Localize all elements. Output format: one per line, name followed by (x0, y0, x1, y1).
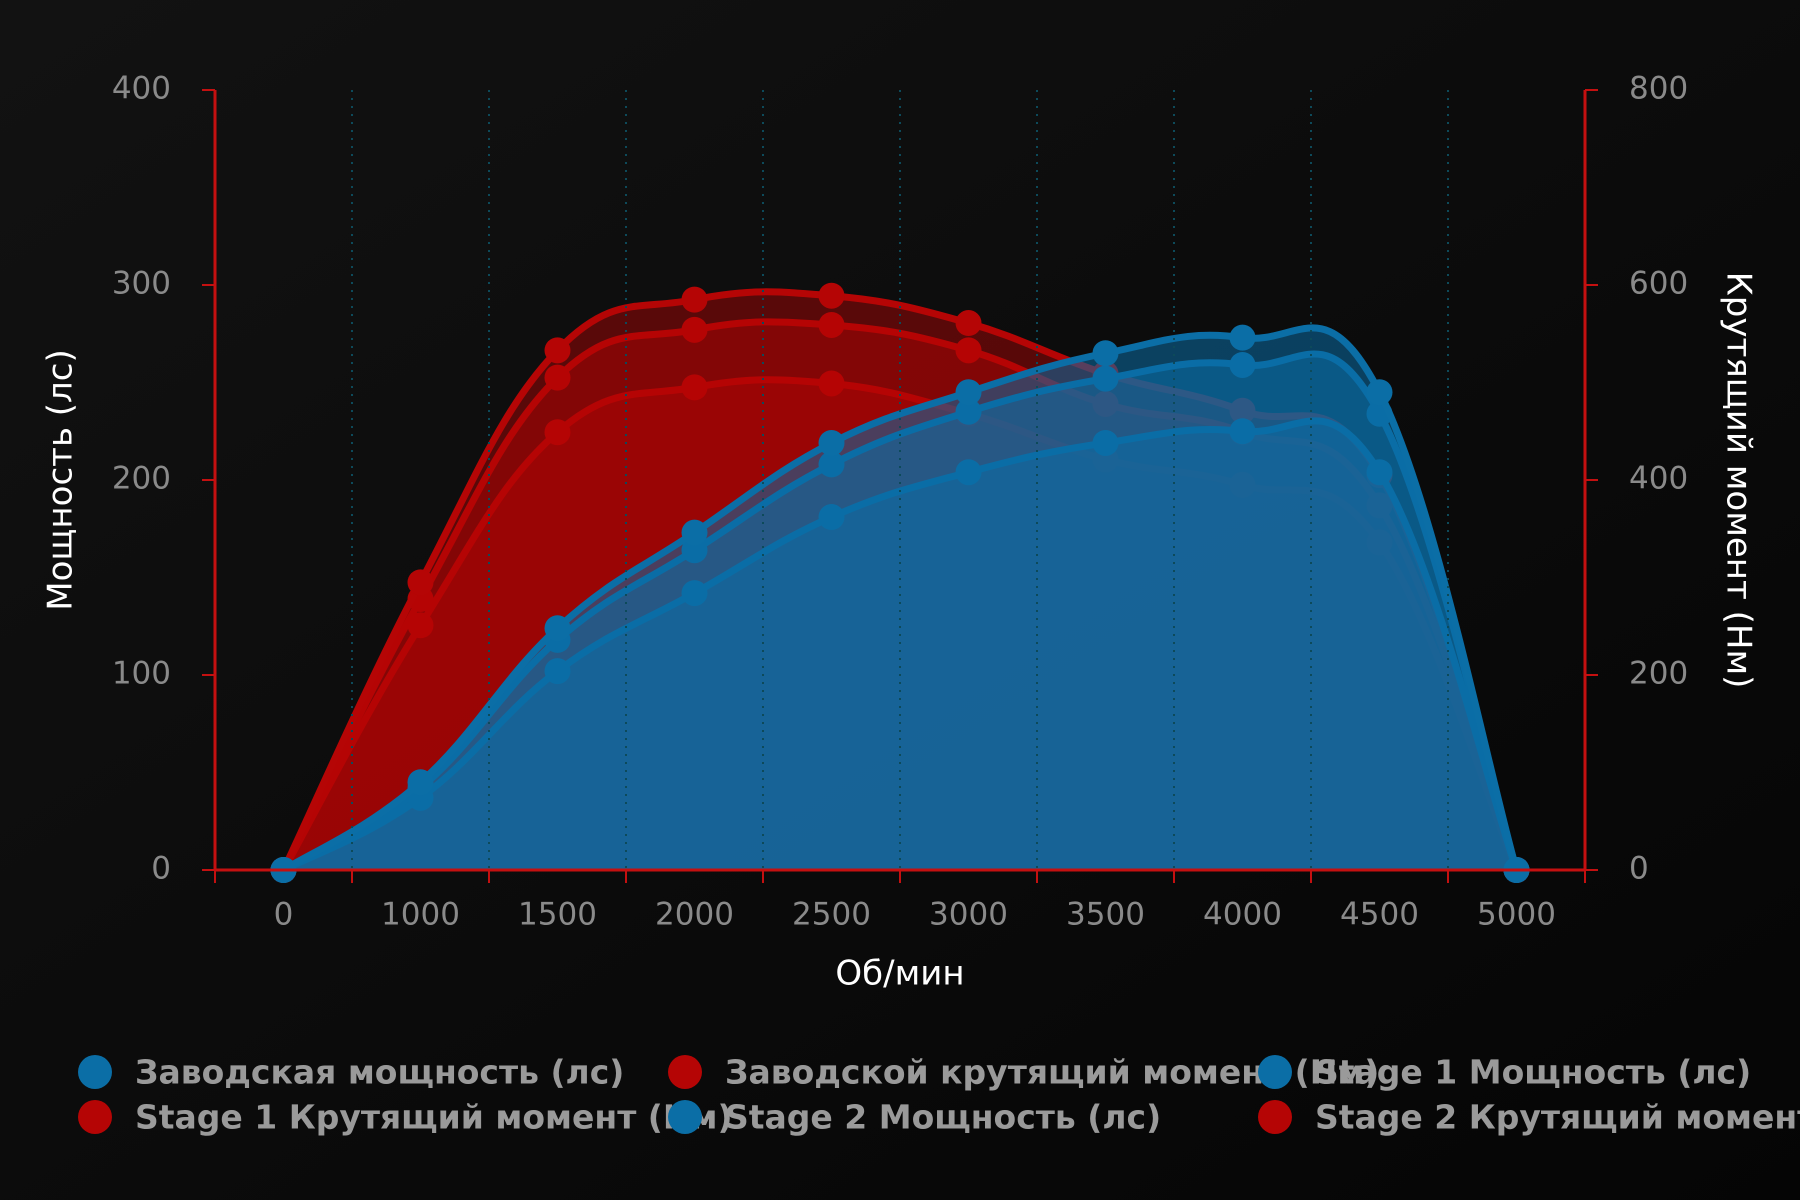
x-tick-label: 4500 (1340, 897, 1419, 933)
y2-tick-label: 400 (1629, 461, 1688, 497)
data-point (544, 615, 571, 642)
y-axis-title: Мощность (лс) (41, 349, 81, 611)
y-tick-label: 0 (151, 851, 171, 887)
series-area (283, 327, 1517, 870)
data-point (818, 282, 845, 309)
legend-label: Stage 2 Мощность (лс) (725, 1098, 1161, 1137)
data-point (955, 310, 982, 337)
data-point (407, 569, 434, 596)
legend-marker (668, 1100, 702, 1134)
y2-tick-label: 800 (1629, 71, 1688, 107)
data-point (818, 429, 845, 456)
y-tick-label: 300 (112, 266, 171, 302)
data-point (407, 769, 434, 796)
y2-tick-label: 600 (1629, 266, 1688, 302)
data-point (1092, 340, 1119, 367)
legend-label: Stage 2 Крутящий момент (Нм) (1315, 1098, 1800, 1137)
y-tick-label: 200 (112, 461, 171, 497)
x-tick-label: 5000 (1477, 897, 1556, 933)
x-tick-label: 0 (274, 897, 294, 933)
x-axis-title: Об/мин (835, 954, 964, 994)
legend-marker (668, 1055, 702, 1089)
data-point (407, 612, 434, 639)
y-tick-label: 400 (112, 71, 171, 107)
legend-marker (1258, 1100, 1292, 1134)
data-point (818, 370, 845, 397)
x-tick-label: 1500 (518, 897, 597, 933)
data-point (544, 419, 571, 446)
legend-label: Stage 1 Крутящий момент (Нм) (135, 1098, 733, 1137)
x-tick-label: 2000 (655, 897, 734, 933)
x-tick-label: 3000 (929, 897, 1008, 933)
y2-tick-label: 0 (1629, 851, 1649, 887)
legend-marker (78, 1100, 112, 1134)
legend-label: Stage 1 Мощность (лс) (1315, 1053, 1751, 1092)
x-tick-label: 1000 (381, 897, 460, 933)
y-tick-label: 100 (112, 656, 171, 692)
legend-marker (1258, 1055, 1292, 1089)
data-point (681, 286, 708, 313)
data-point (818, 311, 845, 338)
data-point (544, 337, 571, 364)
y2-axis-title: Крутящий момент (Нм) (1719, 272, 1759, 689)
data-point (681, 374, 708, 401)
y2-tick-label: 200 (1629, 656, 1688, 692)
x-tick-label: 4000 (1203, 897, 1282, 933)
data-point (1366, 379, 1393, 406)
data-point (1229, 324, 1256, 351)
legend-marker (78, 1055, 112, 1089)
data-point (955, 337, 982, 364)
data-point (681, 519, 708, 546)
data-point (681, 316, 708, 343)
data-point (955, 379, 982, 406)
legend-label: Заводская мощность (лс) (135, 1053, 624, 1092)
x-tick-label: 3500 (1066, 897, 1145, 933)
x-tick-label: 2500 (792, 897, 871, 933)
data-point (544, 364, 571, 391)
